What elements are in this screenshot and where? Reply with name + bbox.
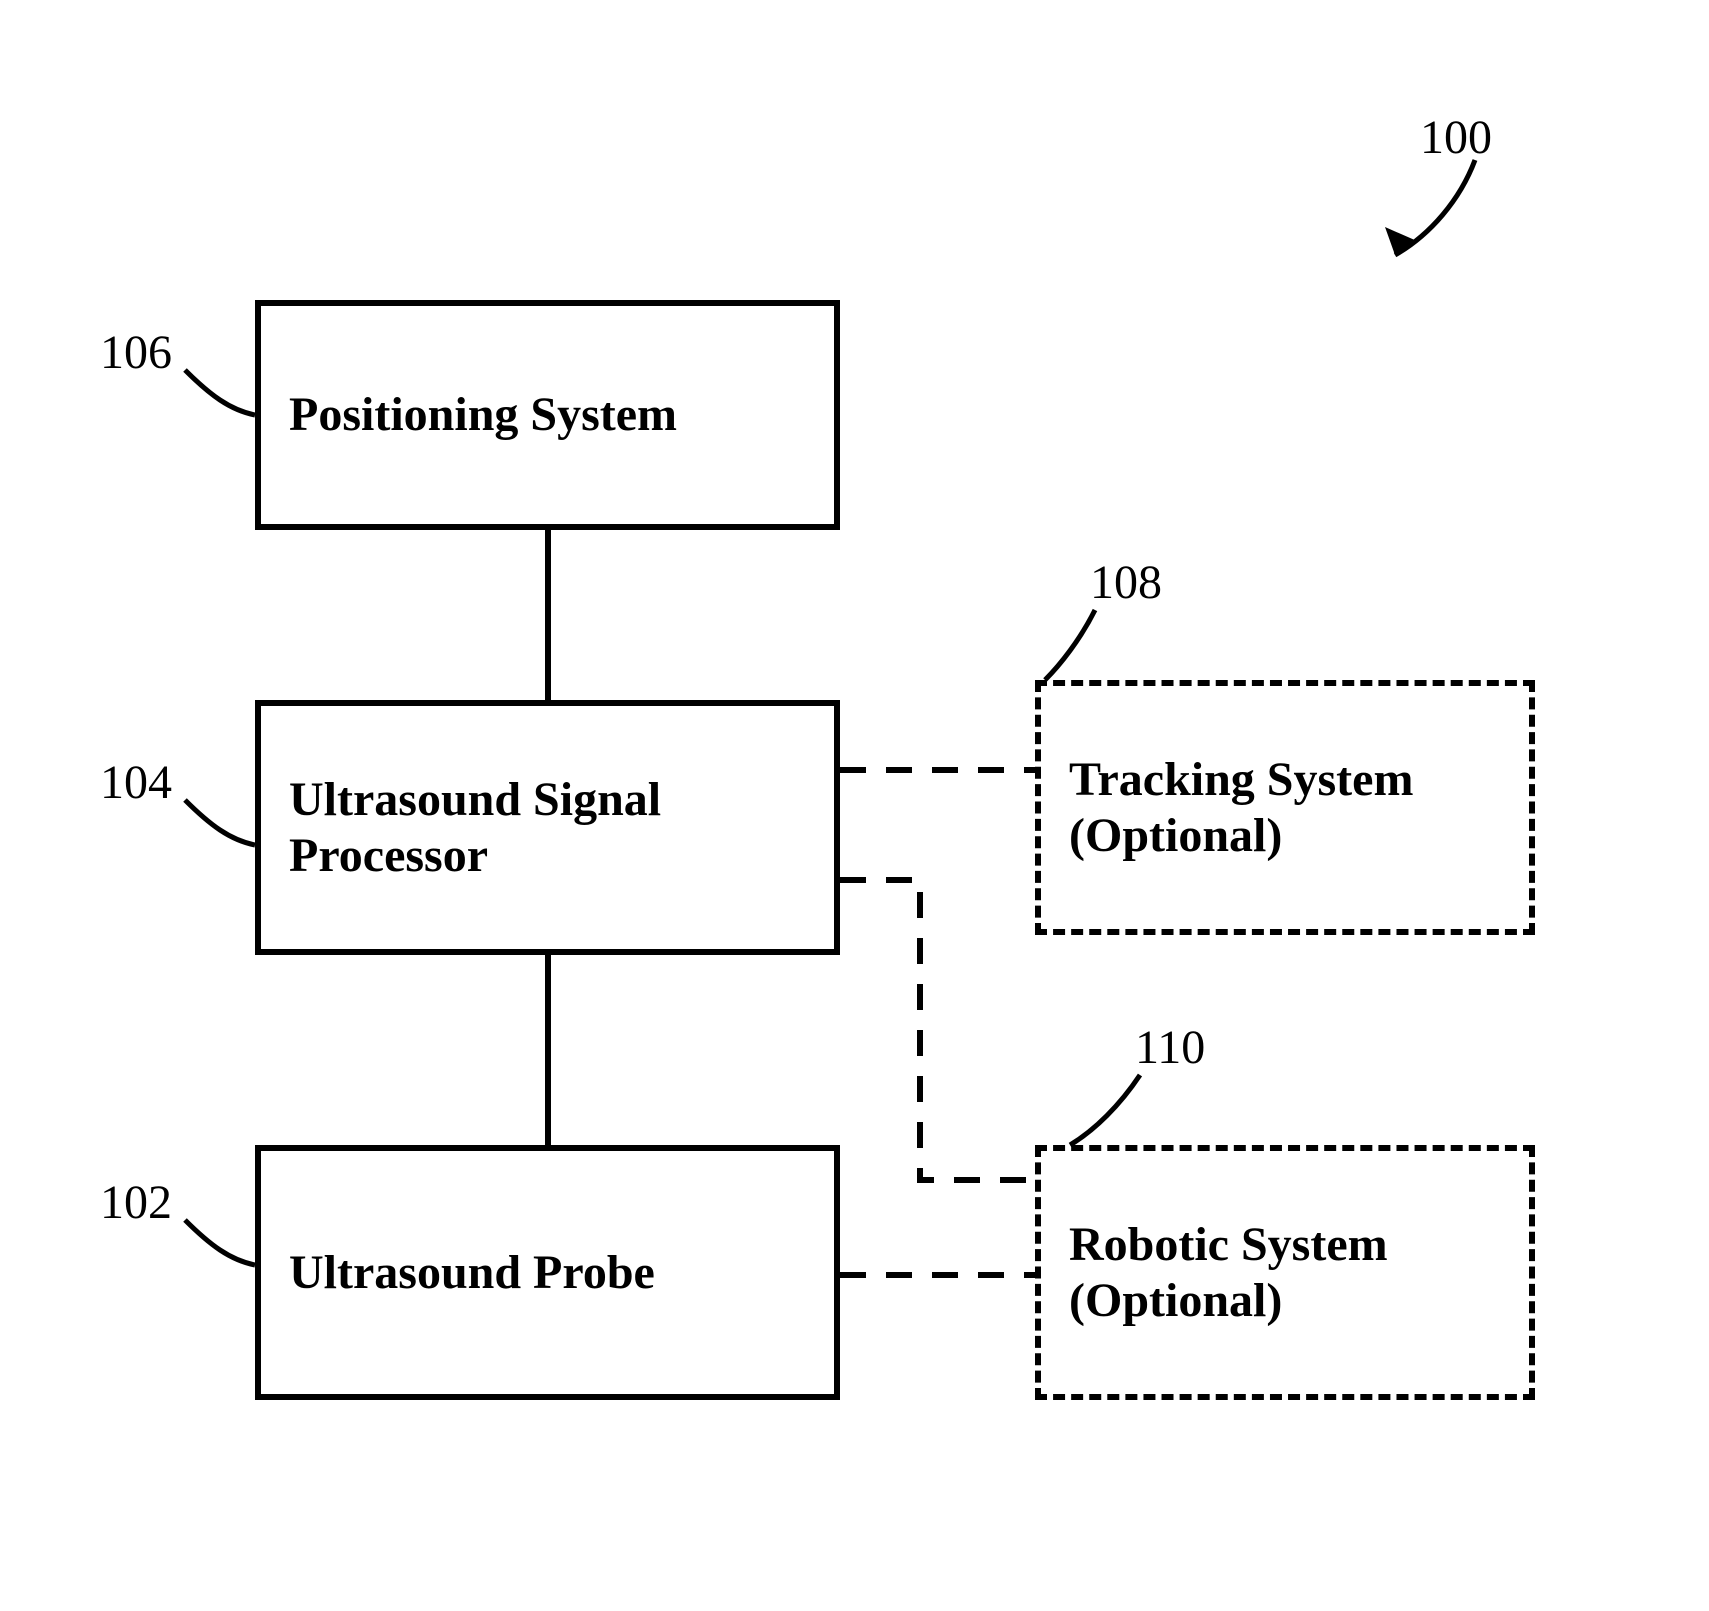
leadline-100-arrowhead bbox=[1385, 227, 1417, 255]
ref-label-104: 104 bbox=[100, 755, 172, 810]
ref-label-108: 108 bbox=[1090, 555, 1162, 610]
ref-label-100: 100 bbox=[1420, 110, 1492, 165]
box-robotic-system-line1: Robotic System bbox=[1069, 1218, 1388, 1271]
leadline-100-arrow bbox=[1395, 160, 1475, 255]
box-tracking-system: Tracking System (Optional) bbox=[1035, 680, 1535, 935]
box-ultrasound-processor-label: Ultrasound Signal Processor bbox=[289, 772, 661, 882]
box-robotic-system-line2: (Optional) bbox=[1069, 1274, 1282, 1327]
connector-processor-to-robotic bbox=[840, 880, 1035, 1180]
ref-label-110: 110 bbox=[1135, 1020, 1205, 1075]
ref-label-106: 106 bbox=[100, 325, 172, 380]
leadline-108 bbox=[1045, 610, 1095, 680]
diagram-canvas: Positioning System Ultrasound Signal Pro… bbox=[0, 0, 1709, 1611]
box-tracking-system-line2: (Optional) bbox=[1069, 809, 1282, 862]
box-ultrasound-processor-line1: Ultrasound Signal bbox=[289, 773, 661, 826]
ref-label-102: 102 bbox=[100, 1175, 172, 1230]
box-positioning-system-label: Positioning System bbox=[289, 387, 677, 442]
box-tracking-system-line1: Tracking System bbox=[1069, 753, 1413, 806]
leadline-110 bbox=[1070, 1075, 1140, 1145]
leadline-102 bbox=[185, 1220, 255, 1265]
box-tracking-system-label: Tracking System (Optional) bbox=[1069, 752, 1413, 862]
box-ultrasound-probe-label: Ultrasound Probe bbox=[289, 1245, 655, 1300]
box-ultrasound-processor: Ultrasound Signal Processor bbox=[255, 700, 840, 955]
box-robotic-system: Robotic System (Optional) bbox=[1035, 1145, 1535, 1400]
box-robotic-system-label: Robotic System (Optional) bbox=[1069, 1217, 1388, 1327]
leadline-104 bbox=[185, 800, 255, 845]
box-ultrasound-processor-line2: Processor bbox=[289, 829, 488, 882]
leadline-106 bbox=[185, 370, 255, 415]
box-positioning-system: Positioning System bbox=[255, 300, 840, 530]
box-ultrasound-probe: Ultrasound Probe bbox=[255, 1145, 840, 1400]
